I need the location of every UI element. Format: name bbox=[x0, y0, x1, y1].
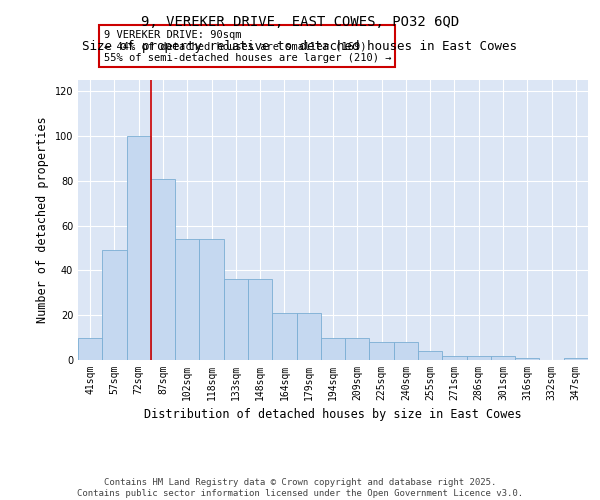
Bar bbox=[224, 280, 248, 360]
Bar bbox=[296, 313, 321, 360]
Bar bbox=[78, 338, 102, 360]
Bar bbox=[345, 338, 370, 360]
Bar bbox=[248, 280, 272, 360]
Bar bbox=[442, 356, 467, 360]
X-axis label: Distribution of detached houses by size in East Cowes: Distribution of detached houses by size … bbox=[144, 408, 522, 422]
Y-axis label: Number of detached properties: Number of detached properties bbox=[36, 116, 49, 324]
Text: 9 VEREKER DRIVE: 90sqm
← 44% of detached houses are smaller (169)
55% of semi-de: 9 VEREKER DRIVE: 90sqm ← 44% of detached… bbox=[104, 30, 391, 63]
Bar bbox=[199, 239, 224, 360]
Text: Contains HM Land Registry data © Crown copyright and database right 2025.
Contai: Contains HM Land Registry data © Crown c… bbox=[77, 478, 523, 498]
Bar bbox=[564, 358, 588, 360]
Bar bbox=[467, 356, 491, 360]
Bar bbox=[151, 178, 175, 360]
Bar bbox=[321, 338, 345, 360]
Bar bbox=[418, 351, 442, 360]
Bar bbox=[272, 313, 296, 360]
Bar bbox=[491, 356, 515, 360]
Bar bbox=[394, 342, 418, 360]
Bar bbox=[175, 239, 199, 360]
Bar bbox=[515, 358, 539, 360]
Bar bbox=[370, 342, 394, 360]
Bar bbox=[102, 250, 127, 360]
Text: Size of property relative to detached houses in East Cowes: Size of property relative to detached ho… bbox=[83, 40, 517, 53]
Bar bbox=[127, 136, 151, 360]
Text: 9, VEREKER DRIVE, EAST COWES, PO32 6QD: 9, VEREKER DRIVE, EAST COWES, PO32 6QD bbox=[141, 15, 459, 29]
